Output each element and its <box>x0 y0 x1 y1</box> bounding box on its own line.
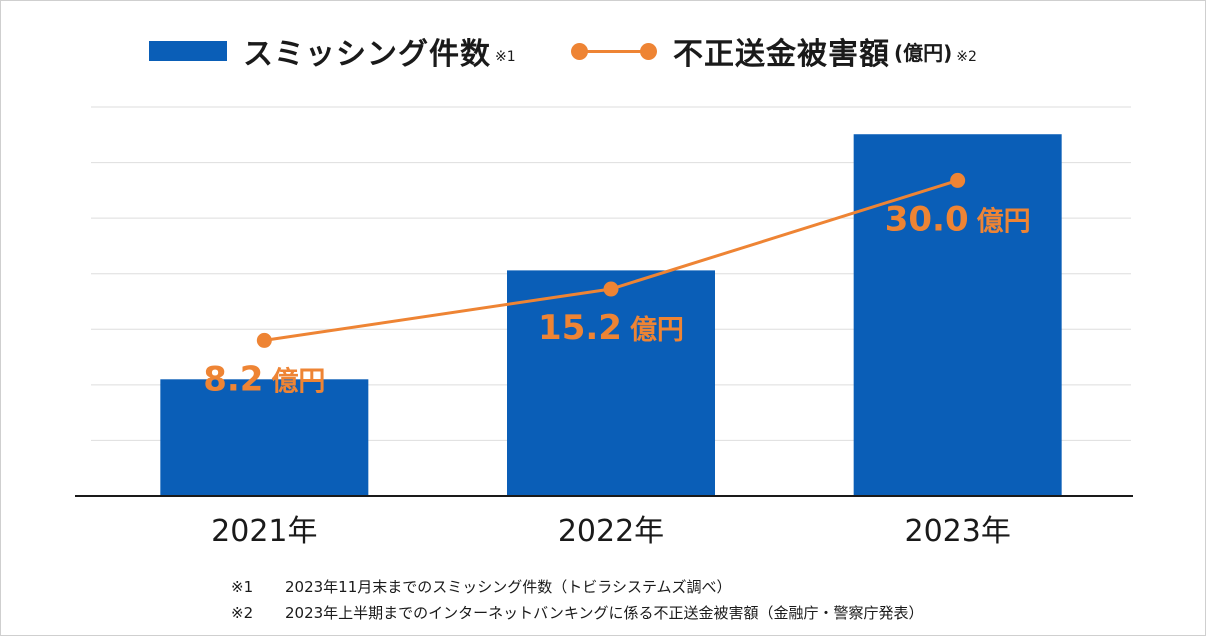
legend-line-note: ※2 <box>956 49 977 65</box>
footnote-2: ※2 2023年上半期までのインターネットバンキングに係る不正送金被害額（金融庁・… <box>231 600 1191 626</box>
legend-line-label: 不正送金被害額 <box>673 37 890 72</box>
bar <box>160 379 369 496</box>
line-point <box>603 281 619 297</box>
x-tick-label: 2022年 <box>558 514 664 549</box>
footnote-1: ※1 2023年11月末までのスミッシング件数（トビラシステムズ調べ） <box>231 574 1191 600</box>
data-label: 8.2 億円 <box>203 359 325 399</box>
legend-line-swatch <box>571 41 657 61</box>
x-tick-label: 2021年 <box>211 514 317 549</box>
footnote-2-text: 2023年上半期までのインターネットバンキングに係る不正送金被害額（金融庁・警察… <box>285 604 924 622</box>
footnotes: ※1 2023年11月末までのスミッシング件数（トビラシステムズ調べ） ※2 202… <box>231 574 1191 626</box>
legend-bar-note: ※1 <box>495 49 516 65</box>
footnote-1-text: 2023年11月末までのスミッシング件数（トビラシステムズ調べ） <box>285 578 732 596</box>
line-point <box>950 172 966 188</box>
data-label: 30.0 億円 <box>885 199 1031 239</box>
legend-item-bar: スミッシング件数 ※1 <box>149 29 516 73</box>
legend-bar-swatch <box>149 41 227 61</box>
bar <box>853 134 1062 497</box>
bar <box>507 270 715 496</box>
legend: スミッシング件数 ※1 不正送金被害額 (億円) ※2 <box>1 29 1206 73</box>
legend-item-line: 不正送金被害額 (億円) ※2 <box>571 29 977 73</box>
legend-bar-label: スミッシング件数 <box>243 37 491 72</box>
footnote-2-mark: ※2 <box>231 604 254 622</box>
legend-line-unit: (億円) <box>894 40 953 65</box>
footnote-1-mark: ※1 <box>231 578 254 596</box>
line-point <box>256 332 272 348</box>
data-label: 15.2 億円 <box>538 308 684 348</box>
x-tick-label: 2023年 <box>904 514 1010 549</box>
